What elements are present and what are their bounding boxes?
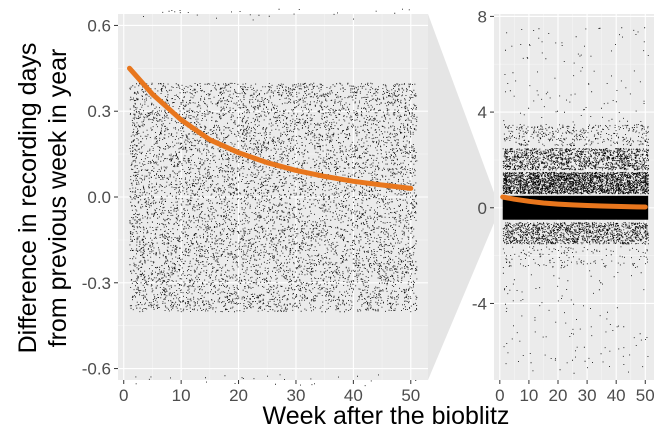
main-x-tick-label: 20 bbox=[229, 386, 248, 405]
zoom-x-tick-label: 0 bbox=[495, 386, 504, 405]
zoom-x-tick-label: 10 bbox=[519, 386, 538, 405]
zoom-x-tick-label: 40 bbox=[607, 386, 626, 405]
zoom-y-tick-label: 4 bbox=[478, 103, 487, 122]
zoom-y-tick-label: -4 bbox=[472, 294, 487, 313]
zoom-y-tick-label: 0 bbox=[478, 199, 487, 218]
zoom-panel: 0 10 20 30 40 50 -4 0 4 8 bbox=[472, 7, 654, 405]
zoom-funnel bbox=[428, 14, 494, 380]
y-axis-title-line-1: Difference in recording days bbox=[14, 43, 42, 354]
main-point-band bbox=[135, 374, 417, 387]
zoom-point-band bbox=[502, 148, 649, 171]
zoom-point-band bbox=[502, 171, 649, 195]
zoom-x-tick-label: 20 bbox=[549, 386, 568, 405]
zoom-y-tick-label: 8 bbox=[478, 7, 487, 26]
main-trend-line bbox=[127, 65, 414, 191]
main-y-tick-label: -0.3 bbox=[82, 274, 111, 293]
y-axis-title-line-2: from previous week in year bbox=[44, 49, 72, 348]
zoom-point-band bbox=[502, 222, 649, 245]
main-point-band bbox=[129, 82, 418, 313]
main-y-tick-label: 0.3 bbox=[87, 102, 111, 121]
main-points bbox=[129, 8, 418, 387]
main-y-tick-label: 0.6 bbox=[87, 16, 111, 35]
zoom-x-tick-label: 50 bbox=[636, 386, 654, 405]
main-x-tick-label: 10 bbox=[172, 386, 191, 405]
main-y-tick-label: -0.6 bbox=[82, 360, 111, 379]
main-x-tick-label: 0 bbox=[119, 386, 128, 405]
main-x-tick-label: 30 bbox=[287, 386, 306, 405]
main-panel: 0 10 20 30 40 50 -0.6 -0.3 0.0 0.3 0.6 bbox=[82, 8, 428, 405]
x-axis-title: Week after the bioblitz bbox=[263, 402, 510, 430]
main-y-tick-label: 0.0 bbox=[87, 188, 111, 207]
zoom-point-band bbox=[503, 124, 649, 147]
main-x-tick-label: 40 bbox=[344, 386, 363, 405]
zoom-funnel-shape bbox=[428, 14, 494, 380]
zoom-x-tick-label: 30 bbox=[578, 386, 597, 405]
main-x-tick-label: 50 bbox=[401, 386, 420, 405]
zoom-trend-line bbox=[500, 194, 648, 210]
